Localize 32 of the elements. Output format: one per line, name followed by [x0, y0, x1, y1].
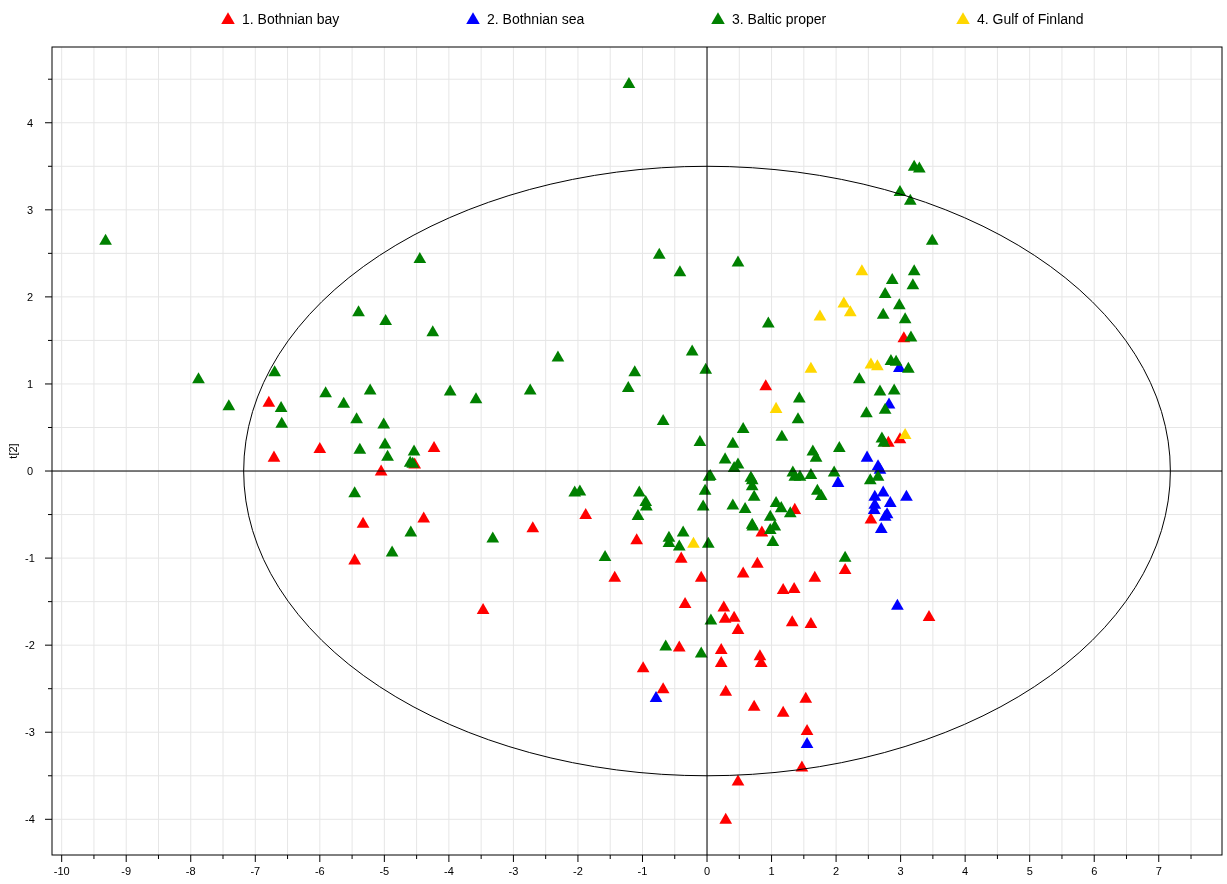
legend-label: 1. Bothnian bay: [242, 11, 340, 27]
x-tick-label: 1: [768, 865, 775, 877]
y-axis-title: t[2]: [7, 443, 19, 459]
x-tick-label: 0: [703, 865, 711, 877]
x-tick-label: -2: [573, 865, 583, 877]
x-tick-label: 5: [1026, 865, 1033, 877]
y-tick-label: 4: [26, 116, 34, 129]
x-tick-label: -6: [314, 865, 325, 877]
x-tick-label: 3: [897, 865, 904, 877]
y-tick-label: 3: [26, 203, 34, 216]
x-tick-label: -9: [121, 865, 132, 877]
x-tick-label: -5: [379, 865, 390, 877]
y-tick-label: 2: [26, 290, 34, 303]
x-tick-label: -8: [185, 865, 196, 877]
x-tick-label: -10: [53, 865, 70, 877]
y-tick-label: -3: [25, 726, 35, 739]
x-tick-label: 2: [833, 865, 840, 877]
legend-label: 2. Bothnian sea: [487, 11, 585, 27]
y-tick-label: -1: [25, 552, 35, 565]
y-tick-label: 0: [26, 465, 34, 478]
x-tick-label: 4: [962, 865, 969, 877]
y-tick-label: 1: [26, 377, 34, 390]
legend-label: 3. Baltic proper: [732, 11, 827, 27]
x-tick-label: 7: [1155, 865, 1162, 877]
y-tick-label: -4: [25, 813, 35, 826]
x-tick-label: -3: [508, 865, 519, 877]
x-tick-label: -4: [443, 865, 454, 877]
x-tick-label: -1: [637, 865, 648, 877]
y-tick-label: -2: [25, 639, 35, 652]
x-tick-label: -7: [250, 865, 261, 877]
x-tick-label: 6: [1091, 865, 1098, 877]
legend-label: 4. Gulf of Finland: [977, 11, 1084, 27]
